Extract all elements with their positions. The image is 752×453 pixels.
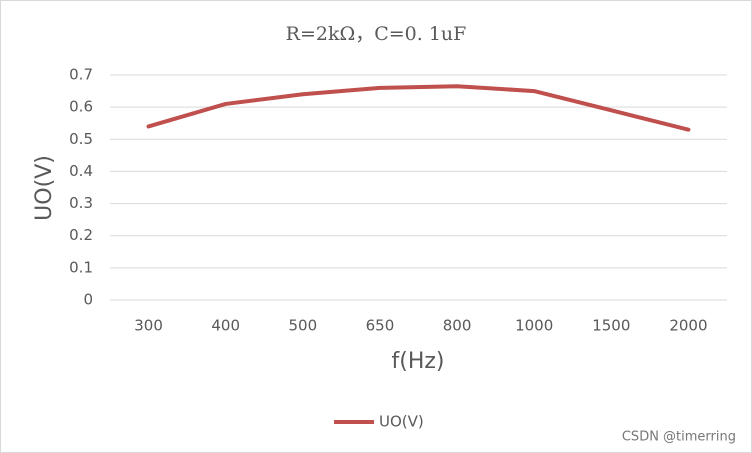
data-line (146, 84, 691, 132)
y-tick-label: 0.3 (69, 194, 93, 212)
x-tick-label: 1000 (515, 317, 553, 335)
x-tick-label: 400 (211, 317, 240, 335)
legend-label: UO(V) (379, 413, 424, 431)
y-tick-label: 0.6 (69, 98, 93, 116)
x-tick-label: 800 (443, 317, 472, 335)
y-tick-label: 0.2 (69, 226, 93, 244)
watermark: CSDN @timerring (622, 430, 736, 445)
chart-title: R=2kΩ，C=0. 1uF (286, 23, 467, 45)
x-tick-label: 650 (366, 317, 395, 335)
y-tick-label: 0.7 (69, 66, 93, 84)
x-tick-label: 1500 (592, 317, 630, 335)
y-tick-label: 0 (83, 291, 93, 309)
y-tick-label: 0.1 (69, 258, 93, 276)
x-tick-label: 2000 (669, 317, 707, 335)
y-tick-label: 0.4 (69, 162, 93, 180)
y-axis-label: UO(V) (32, 155, 57, 221)
y-tick-label: 0.5 (69, 130, 93, 148)
x-axis-label: f(Hz) (391, 349, 444, 374)
x-tick-label: 500 (288, 317, 317, 335)
x-tick-label: 300 (134, 317, 163, 335)
